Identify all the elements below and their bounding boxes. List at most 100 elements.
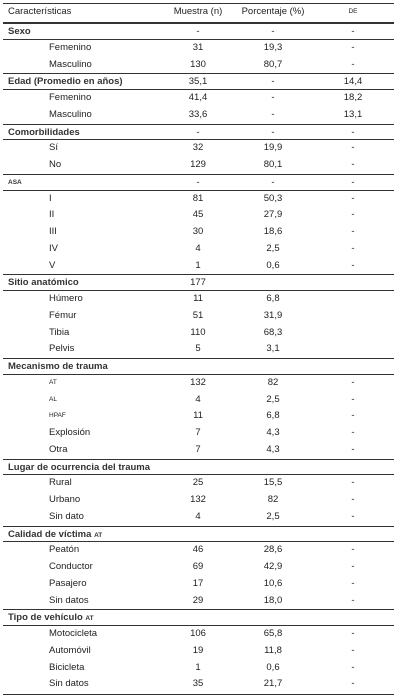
row-label: Femenino bbox=[49, 92, 92, 103]
cell: 7 bbox=[195, 427, 201, 438]
cell: 110 bbox=[190, 326, 206, 338]
row-label: Explosión bbox=[49, 427, 91, 438]
cell: 17 bbox=[192, 577, 204, 589]
header-cell: Porcentaje (%) bbox=[241, 6, 305, 17]
cell: - bbox=[351, 376, 355, 388]
sec: Comorbilidades - - - bbox=[3, 123, 394, 141]
sec: Sitio anatómico 177 bbox=[3, 274, 394, 291]
sub: I 81 50,3 - bbox=[3, 191, 394, 208]
sub: Otra 7 4,3 - bbox=[3, 442, 394, 459]
cell: 6,8 bbox=[266, 410, 280, 422]
hdr: Características Muestra (n) Porcentaje (%)… bbox=[3, 4, 394, 23]
sub: AT 132 82 - bbox=[3, 375, 394, 392]
cell: - bbox=[351, 644, 355, 656]
cell: 18,2 bbox=[343, 92, 363, 103]
row-label: Peatón bbox=[49, 544, 80, 556]
header-cell: Características bbox=[8, 6, 72, 17]
sec: Sexo - - - bbox=[3, 23, 394, 40]
cell: 11 bbox=[193, 293, 203, 304]
cell: - bbox=[351, 628, 355, 639]
section-title: Calidad de víctima AT bbox=[8, 528, 103, 540]
section-title: Sexo bbox=[8, 26, 31, 37]
cell: 68,3 bbox=[263, 326, 283, 338]
row-label: Masculino bbox=[49, 58, 92, 70]
row-label: Rural bbox=[49, 477, 72, 489]
cell: 18,6 bbox=[263, 226, 283, 237]
cell: 0,6 bbox=[266, 661, 280, 673]
sub: Automóvil 19 11,8 - bbox=[3, 643, 394, 660]
row-label: Masculino bbox=[49, 108, 92, 120]
cell: 30 bbox=[192, 226, 204, 237]
row-label: Otra bbox=[49, 443, 68, 455]
row-label: AL bbox=[49, 395, 57, 403]
sub: Fémur 51 31,9 bbox=[3, 308, 394, 325]
cell: 130 bbox=[190, 58, 206, 70]
row-label: Sin dato bbox=[49, 510, 84, 522]
cell: 31,9 bbox=[263, 309, 283, 321]
sub: III 30 18,6 - bbox=[3, 224, 394, 241]
sub: Masculino 130 80,7 - bbox=[3, 57, 394, 74]
sub: Peatón 46 28,6 - bbox=[3, 542, 394, 559]
cell: 7 bbox=[195, 443, 201, 455]
row-label: Motocicleta bbox=[49, 628, 98, 639]
section-title: Edad (Promedio en años) bbox=[8, 76, 123, 88]
section-title: Tipo de vehículo AT bbox=[8, 612, 94, 624]
cell: 1 bbox=[195, 661, 201, 673]
cell: 177 bbox=[190, 277, 206, 289]
cell: 4,3 bbox=[266, 427, 280, 438]
cell: 28,6 bbox=[263, 544, 283, 556]
cell: 6,8 bbox=[266, 293, 280, 304]
cell: 35,1 bbox=[188, 76, 208, 88]
sub: Urbano 132 82 - bbox=[3, 492, 394, 509]
row-label: II bbox=[49, 209, 55, 221]
sub: Explosión 7 4,3 - bbox=[3, 425, 394, 442]
sub: Sí 32 19,9 - bbox=[3, 140, 394, 157]
cell: 4 bbox=[195, 242, 201, 254]
cell: 82 bbox=[267, 494, 279, 505]
cell: 2,5 bbox=[266, 510, 280, 522]
sub: Sin dato 4 2,5 - bbox=[3, 509, 394, 526]
section-tag: AT bbox=[85, 615, 94, 623]
sub: No 129 80,1 - bbox=[3, 157, 394, 174]
cell: - bbox=[351, 594, 355, 606]
cell: 65,8 bbox=[263, 628, 283, 639]
cell: - bbox=[196, 126, 200, 138]
row-label: V bbox=[49, 259, 56, 271]
section-title: ASA bbox=[8, 178, 22, 186]
row-label: HPAF bbox=[49, 412, 66, 420]
cell: 32 bbox=[192, 142, 204, 154]
sub: HPAF 11 6,8 - bbox=[3, 408, 394, 425]
cell: 14,4 bbox=[343, 76, 363, 88]
cell: - bbox=[351, 176, 355, 188]
cell: - bbox=[351, 192, 355, 204]
cell: - bbox=[351, 58, 355, 70]
cell: - bbox=[196, 176, 200, 188]
cell: 1 bbox=[195, 259, 201, 271]
cell: - bbox=[351, 510, 355, 522]
cell: 132 bbox=[190, 376, 206, 388]
cell: 27,9 bbox=[263, 209, 283, 221]
row-label: Bicicleta bbox=[49, 661, 85, 673]
cell: 0,6 bbox=[266, 259, 280, 271]
cell: - bbox=[351, 142, 355, 154]
row-label: Femenino bbox=[49, 41, 92, 53]
cell: 21,7 bbox=[263, 678, 283, 690]
sub: Húmero 11 6,8 bbox=[3, 291, 394, 308]
sec: ASA - - - bbox=[3, 173, 394, 191]
cell: - bbox=[271, 176, 275, 188]
cell: 4 bbox=[195, 510, 201, 522]
cell: - bbox=[351, 577, 355, 589]
sub: AL 4 2,5 - bbox=[3, 392, 394, 409]
cell: 11 bbox=[193, 410, 203, 422]
cell: 45 bbox=[192, 209, 204, 221]
sub: Tibia 110 68,3 bbox=[3, 325, 394, 342]
row-label: IV bbox=[49, 242, 58, 254]
cell: 41,4 bbox=[188, 92, 208, 103]
cell: - bbox=[351, 477, 355, 489]
cell: - bbox=[351, 226, 355, 237]
cell: - bbox=[351, 41, 355, 53]
cell: 33,6 bbox=[188, 108, 208, 120]
row-label: Sin datos bbox=[49, 678, 89, 690]
cell: 19 bbox=[192, 644, 204, 656]
sub: Pasajero 17 10,6 - bbox=[3, 576, 394, 593]
